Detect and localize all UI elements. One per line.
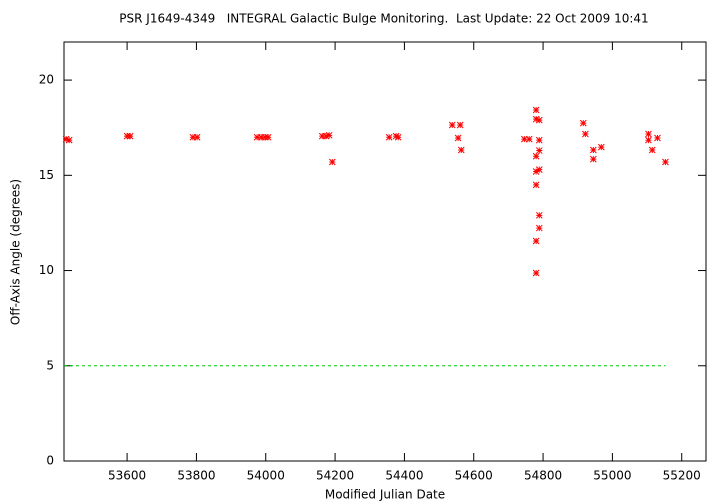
point (385, 133, 393, 141)
x-tick-label: 54600 (455, 469, 493, 483)
point (532, 115, 540, 123)
x-tick-label: 54400 (385, 469, 423, 483)
point (392, 132, 400, 140)
y-tick-label: 10 (39, 263, 54, 277)
point (448, 121, 456, 129)
point (589, 146, 597, 154)
point (662, 158, 669, 166)
y-tick-label: 5 (46, 358, 54, 372)
point (532, 181, 540, 189)
x-tick-label: 55200 (663, 469, 701, 483)
point (521, 135, 528, 143)
point (535, 116, 543, 124)
point (645, 130, 652, 138)
point (589, 155, 597, 163)
point (535, 166, 543, 173)
point (535, 147, 543, 154)
y-tick-label: 0 (46, 454, 54, 468)
point (535, 136, 543, 144)
point (597, 143, 605, 151)
point (579, 119, 587, 127)
point (322, 132, 330, 140)
chart-title: PSR J1649-4349 INTEGRAL Galactic Bulge M… (119, 12, 648, 26)
point (582, 130, 589, 138)
point (454, 134, 462, 142)
x-tick-label: 53600 (108, 469, 146, 483)
point (532, 106, 540, 114)
point (123, 132, 131, 140)
point (325, 131, 333, 139)
point (535, 224, 543, 232)
point (456, 121, 464, 129)
point (318, 132, 326, 140)
point (532, 269, 540, 277)
x-axis-label: Modified Julian Date (325, 488, 445, 502)
y-axis-label: Off-Axis Angle (degrees) (9, 179, 23, 325)
x-tick-label: 54200 (316, 469, 354, 483)
point (532, 237, 540, 245)
point (65, 136, 73, 144)
point (62, 135, 70, 143)
point (189, 133, 197, 141)
x-tick-label: 53800 (177, 469, 215, 483)
y-tick-label: 15 (39, 168, 54, 182)
point (193, 133, 201, 141)
point (532, 152, 540, 160)
point (257, 133, 265, 141)
plot-frame (63, 41, 707, 462)
point (535, 211, 543, 219)
point (648, 146, 656, 154)
point (654, 134, 661, 142)
point (328, 158, 336, 166)
point (525, 135, 533, 143)
point (394, 133, 402, 141)
point (264, 133, 272, 141)
x-tick-label: 54800 (524, 469, 562, 483)
point (645, 136, 652, 144)
x-tick-label: 55000 (593, 469, 631, 483)
x-tick-label: 54000 (247, 469, 285, 483)
y-tick-label: 20 (39, 73, 54, 87)
point (253, 133, 261, 141)
point (261, 133, 269, 141)
point (532, 168, 540, 175)
point (126, 132, 134, 140)
point (457, 146, 465, 154)
